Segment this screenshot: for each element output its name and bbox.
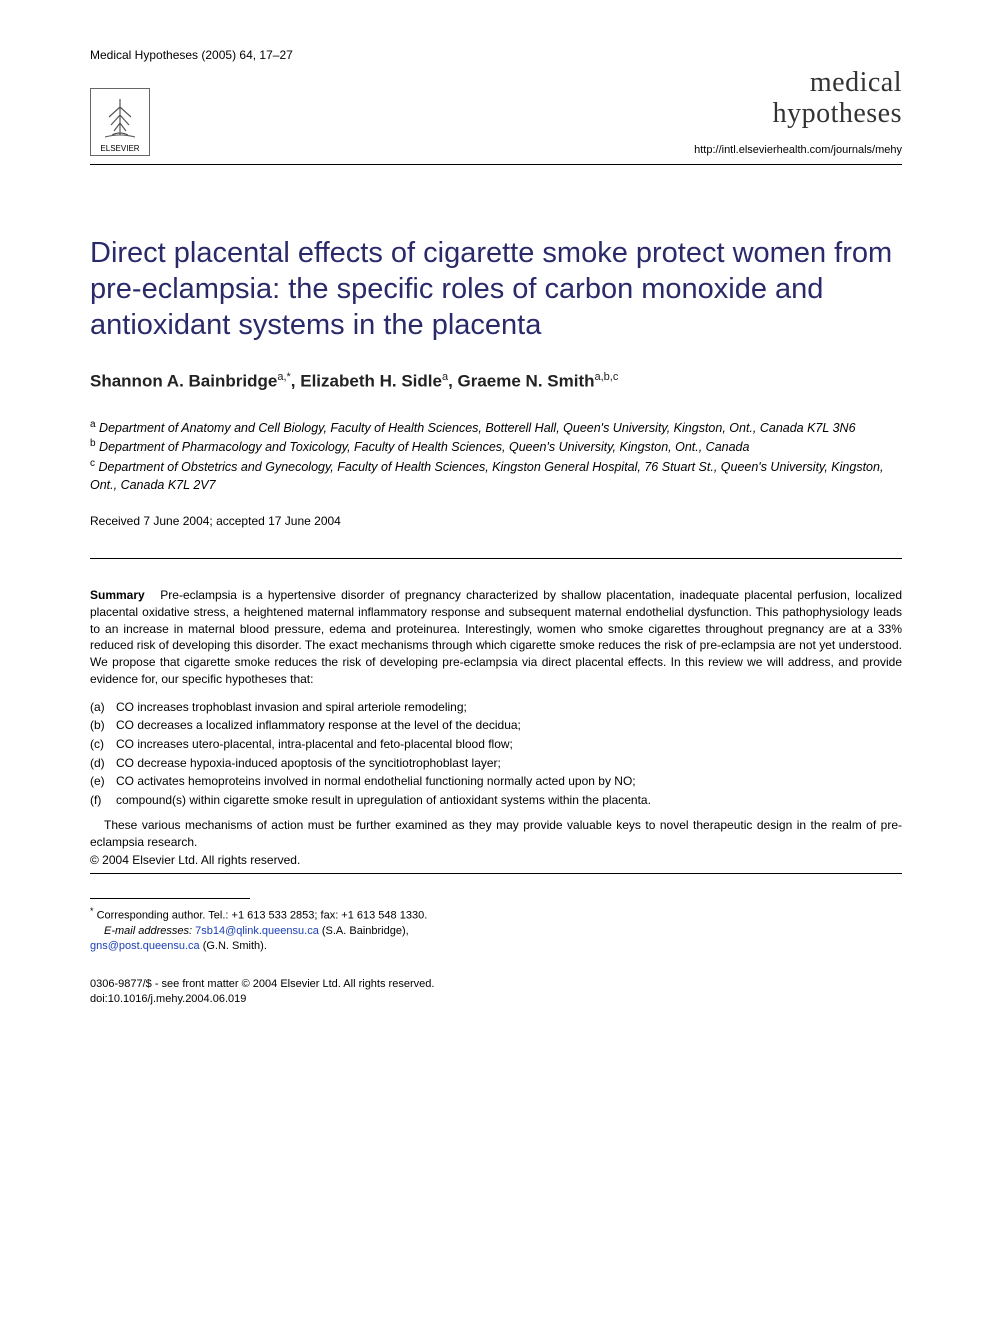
email-name-1: (S.A. Bainbridge),: [322, 925, 409, 937]
journal-block: medical hypotheses http://intl.elsevierh…: [694, 68, 902, 156]
hypothesis-text: CO increases trophoblast invasion and sp…: [116, 698, 467, 717]
corresponding-author-note: * Corresponding author. Tel.: +1 613 533…: [90, 905, 470, 924]
email-link-2[interactable]: gns@post.queensu.ca: [90, 940, 200, 952]
star-icon: *: [90, 906, 94, 916]
front-matter-line: 0306-9877/$ - see front matter © 2004 El…: [90, 977, 902, 992]
hypotheses-list: (a)CO increases trophoblast invasion and…: [90, 698, 902, 810]
doi-block: 0306-9877/$ - see front matter © 2004 El…: [90, 977, 902, 1008]
closing-paragraph: These various mechanisms of action must …: [90, 817, 902, 851]
elsevier-tree-icon: [97, 95, 143, 147]
hypothesis-item: (b)CO decreases a localized inflammatory…: [90, 716, 902, 735]
email-name-2: (G.N. Smith).: [203, 940, 267, 952]
article-dates: Received 7 June 2004; accepted 17 June 2…: [90, 514, 902, 528]
copyright-line: © 2004 Elsevier Ltd. All rights reserved…: [90, 853, 902, 867]
hypothesis-item: (a)CO increases trophoblast invasion and…: [90, 698, 902, 717]
journal-url[interactable]: http://intl.elsevierhealth.com/journals/…: [694, 144, 902, 156]
footnotes: * Corresponding author. Tel.: +1 613 533…: [90, 905, 470, 955]
hypothesis-label: (b): [90, 716, 116, 735]
email-addresses: E-mail addresses: 7sb14@qlink.queensu.ca…: [90, 924, 470, 955]
affiliations: a Department of Anatomy and Cell Biology…: [90, 418, 902, 494]
hypothesis-text: CO increases utero-placental, intra-plac…: [116, 735, 513, 754]
doi-line: doi:10.1016/j.mehy.2004.06.019: [90, 992, 902, 1007]
hypothesis-item: (c)CO increases utero-placental, intra-p…: [90, 735, 902, 754]
elsevier-logo: ELSEVIER: [90, 88, 150, 156]
hypothesis-text: CO decrease hypoxia-induced apoptosis of…: [116, 754, 501, 773]
abstract-bottom-rule: [90, 873, 902, 874]
summary-paragraph: Summary Pre-eclampsia is a hypertensive …: [90, 587, 902, 688]
email-label: E-mail addresses:: [104, 925, 192, 937]
email-link-1[interactable]: 7sb14@qlink.queensu.ca: [195, 925, 319, 937]
summary-text: Pre-eclampsia is a hypertensive disorder…: [90, 588, 902, 686]
hypothesis-text: CO decreases a localized inflammatory re…: [116, 716, 521, 735]
affiliation-c: c Department of Obstetrics and Gynecolog…: [90, 457, 902, 494]
hypothesis-item: (d)CO decrease hypoxia-induced apoptosis…: [90, 754, 902, 773]
citation: Medical Hypotheses (2005) 64, 17–27: [90, 48, 293, 62]
hypothesis-label: (f): [90, 791, 116, 810]
abstract-top-rule: [90, 558, 902, 559]
affiliation-b: b Department of Pharmacology and Toxicol…: [90, 437, 902, 456]
hypothesis-text: compound(s) within cigarette smoke resul…: [116, 791, 651, 810]
footnote-rule: [90, 898, 250, 899]
hypothesis-item: (f)compound(s) within cigarette smoke re…: [90, 791, 902, 810]
hypothesis-label: (e): [90, 772, 116, 791]
affiliation-a: a Department of Anatomy and Cell Biology…: [90, 418, 902, 437]
journal-name-line2: hypotheses: [694, 99, 902, 130]
summary-label: Summary: [90, 588, 145, 602]
article-title: Direct placental effects of cigarette sm…: [90, 235, 902, 344]
hypothesis-text: CO activates hemoproteins involved in no…: [116, 772, 636, 791]
hypothesis-label: (c): [90, 735, 116, 754]
authors: Shannon A. Bainbridgea,*, Elizabeth H. S…: [90, 371, 902, 392]
journal-name-line1: medical: [694, 68, 902, 99]
hypothesis-item: (e)CO activates hemoproteins involved in…: [90, 772, 902, 791]
header-rule: [90, 164, 902, 165]
hypothesis-label: (d): [90, 754, 116, 773]
hypothesis-label: (a): [90, 698, 116, 717]
